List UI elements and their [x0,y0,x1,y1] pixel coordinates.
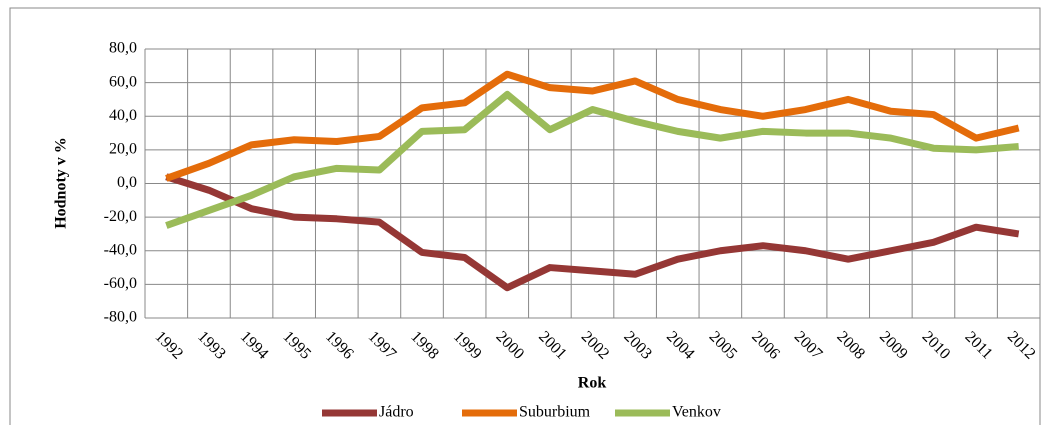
y-tick-label: 80,0 [109,40,137,57]
x-tick-label: 2008 [833,328,868,363]
line-series [165,70,1020,182]
legend-label: Jádro [379,404,414,421]
x-tick-label: 2002 [578,328,613,363]
chart-border [9,7,1041,429]
x-tick-label: 1997 [365,328,400,363]
x-tick-label: 2011 [962,328,996,362]
legend-label: Venkov [672,404,721,421]
x-tick-label: 2004 [663,328,698,363]
x-tick-label: 1996 [322,328,357,363]
y-tick-label: 40,0 [109,107,137,124]
x-tick-label: 1995 [279,328,314,363]
x-tick-label: 2010 [919,328,954,363]
x-tick-label: 2001 [535,328,570,363]
x-axis-title: Rok [578,375,607,392]
y-tick-label: 20,0 [109,141,137,158]
y-tick-label: 60,0 [109,73,137,90]
x-tick-label: 2007 [791,328,826,363]
x-tick-label: 1999 [450,328,485,363]
y-tick-label: -20,0 [104,208,137,225]
x-tick-label: 1993 [194,328,229,363]
x-tick-label: 1992 [152,328,187,363]
y-tick-label: -60,0 [104,275,137,292]
x-tick-label: 1994 [237,328,272,363]
line-series [165,173,1020,292]
x-tick-label: 2003 [620,328,655,363]
y-axis-title: Hodnoty v % [53,137,70,229]
y-tick-label: -80,0 [104,309,137,326]
y-tick-label: -40,0 [104,241,137,258]
x-tick-label: 2006 [748,328,783,363]
line-series [165,90,1019,229]
x-tick-label: 2005 [706,328,741,363]
legend-label: Suburbium [519,404,591,421]
y-tick-label: 0,0 [117,174,137,191]
x-tick-label: 1998 [407,328,442,363]
x-tick-label: 2009 [876,328,911,363]
x-tick-label: 2000 [493,328,528,363]
x-tick-label: 2012 [1004,328,1039,363]
